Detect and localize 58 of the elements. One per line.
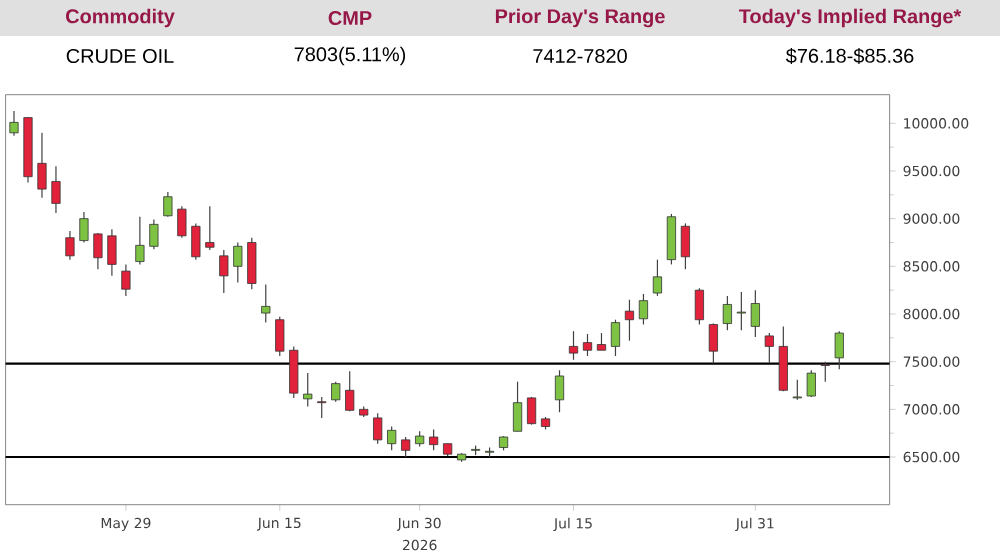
candlestick [9, 110, 19, 137]
candlestick [373, 412, 383, 445]
candlestick [750, 289, 760, 338]
candlestick [680, 222, 690, 270]
candlestick [191, 222, 201, 261]
candlestick [512, 381, 523, 432]
candlestick [51, 165, 61, 214]
candlestick [387, 425, 397, 451]
candlestick [107, 228, 117, 277]
candlestick [163, 191, 173, 218]
candlestick [247, 237, 257, 290]
candlestick [582, 333, 593, 357]
candlestick [303, 372, 313, 408]
candlestick [652, 259, 663, 297]
text: CRUDE OIL [66, 48, 174, 64]
text: 7803(5.11%) [294, 46, 406, 66]
text: Prior Day's Range [495, 8, 665, 28]
candlestick [568, 330, 579, 361]
candlestick [317, 396, 327, 419]
text: 7412-7820 [533, 48, 627, 64]
candlestick [554, 369, 565, 413]
text: CMP [328, 10, 372, 26]
candlestick [708, 322, 718, 365]
candlestick [666, 213, 677, 266]
candlestick [834, 330, 844, 370]
candlestick [93, 232, 103, 270]
candlestick [331, 381, 341, 403]
candlestick [764, 332, 774, 364]
candlestick [806, 369, 816, 398]
candlestick [526, 396, 537, 426]
text: Commodity [66, 8, 175, 28]
candlestick [149, 219, 159, 250]
candlestick [429, 428, 439, 451]
candlestick [610, 319, 621, 357]
candlestick [289, 345, 299, 399]
candlestick [261, 283, 271, 324]
candlestick [135, 216, 145, 266]
candlestick [401, 436, 411, 458]
candlestick [624, 299, 635, 342]
candlestick [345, 370, 355, 412]
candlestick [205, 205, 215, 251]
candlestick [121, 263, 131, 297]
candlestick [792, 379, 802, 401]
text: Today's Implied Range* [738, 8, 962, 28]
candlestick [736, 291, 746, 331]
candlestick [638, 293, 649, 326]
candlestick [694, 287, 704, 326]
candlestick [820, 361, 830, 383]
candlestick [177, 205, 187, 239]
candlestick [65, 230, 75, 261]
candlestick [233, 241, 243, 284]
candlestick [37, 132, 47, 199]
candlestick [275, 316, 285, 357]
candlestick [219, 249, 229, 294]
candlestick [778, 325, 788, 392]
candlestick [79, 211, 89, 244]
candlestick [722, 295, 732, 331]
text: $76.18-$85.36 [785, 47, 914, 65]
